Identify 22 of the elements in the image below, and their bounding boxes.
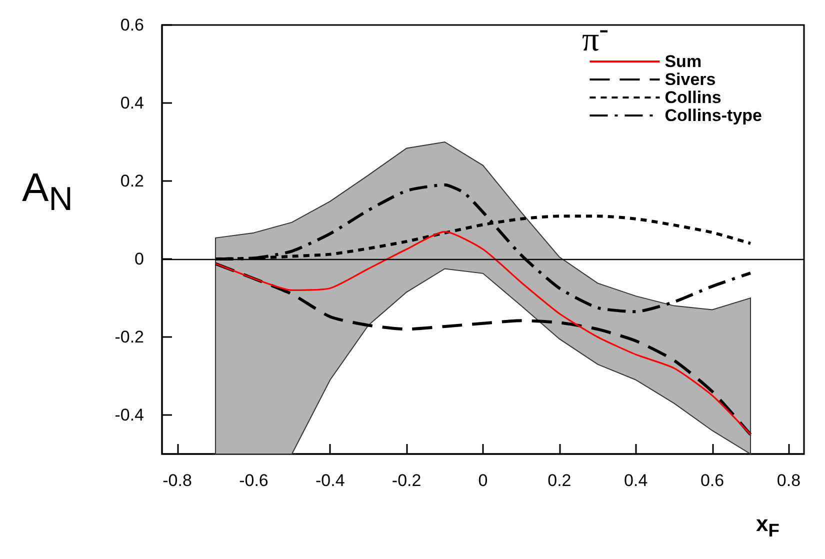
x-tick-label: 0 [478,471,488,490]
x-tick-label: -0.8 [162,471,192,490]
y-tick-label: 0.6 [120,16,144,34]
y-tick-label: -0.2 [114,328,144,346]
legend-label: Sivers [664,70,716,89]
legend-label: Sum [664,52,702,71]
x-tick-label: 0.2 [548,471,572,490]
y-tick-label: -0.4 [114,406,144,424]
x-axis-title: x$_{F}$ [756,511,780,540]
legend-label: Collins-type [664,106,762,125]
x-tick-label: -0.2 [392,471,422,490]
x-tick-label: 0.6 [700,471,724,490]
legend-label: Collins [664,88,722,107]
x-tick-label: 0.4 [624,471,648,490]
y-tick-label: 0.2 [120,172,144,190]
x-tick-label: 0.8 [776,471,801,490]
x-tick-label: -0.4 [315,471,345,490]
y-tick-label: 0 [134,250,144,268]
legend-title: π$^{-}$ [582,14,609,58]
x-tick-label: -0.6 [239,471,268,490]
y-tick-label: 0.4 [120,94,144,112]
y-axis-title: A$_{N}$ [22,166,73,218]
